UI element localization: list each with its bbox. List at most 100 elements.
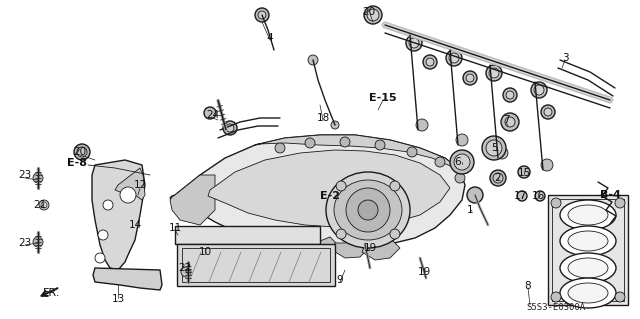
Ellipse shape (534, 85, 544, 95)
Text: S5S3-E0300A: S5S3-E0300A (527, 303, 586, 313)
Polygon shape (362, 238, 400, 260)
Text: 14: 14 (129, 220, 141, 230)
Ellipse shape (466, 74, 474, 82)
Ellipse shape (455, 173, 465, 183)
Text: 20: 20 (74, 147, 86, 157)
Ellipse shape (305, 138, 315, 148)
Ellipse shape (551, 292, 561, 302)
Bar (182, 248, 330, 282)
Ellipse shape (275, 143, 285, 153)
Ellipse shape (435, 157, 445, 167)
Ellipse shape (456, 134, 468, 146)
Ellipse shape (331, 121, 339, 129)
Text: 19: 19 (364, 243, 376, 253)
Text: 19: 19 (417, 267, 431, 277)
Ellipse shape (390, 229, 400, 239)
Ellipse shape (615, 292, 625, 302)
Text: 6: 6 (454, 157, 461, 167)
Text: 13: 13 (111, 294, 125, 304)
Text: 2: 2 (495, 173, 501, 183)
Ellipse shape (95, 253, 105, 263)
Text: FR.: FR. (44, 288, 61, 298)
Polygon shape (115, 168, 145, 200)
Ellipse shape (446, 50, 462, 66)
Bar (177, 244, 335, 286)
Ellipse shape (423, 55, 437, 69)
Text: B-4: B-4 (600, 190, 620, 200)
Bar (175, 226, 320, 244)
Polygon shape (92, 160, 145, 270)
Text: 18: 18 (316, 113, 330, 123)
Ellipse shape (506, 91, 514, 99)
Ellipse shape (204, 107, 216, 119)
Ellipse shape (541, 105, 555, 119)
Ellipse shape (501, 113, 519, 131)
Ellipse shape (416, 119, 428, 131)
Ellipse shape (503, 88, 517, 102)
Ellipse shape (493, 173, 503, 183)
Ellipse shape (258, 11, 266, 19)
Ellipse shape (454, 154, 470, 170)
Ellipse shape (531, 82, 547, 98)
Text: 23: 23 (19, 238, 31, 248)
Text: 1: 1 (467, 205, 474, 215)
Ellipse shape (489, 68, 499, 78)
Ellipse shape (551, 198, 561, 208)
Ellipse shape (255, 8, 269, 22)
Text: 4: 4 (267, 33, 273, 43)
Ellipse shape (517, 191, 527, 201)
Text: 9: 9 (337, 275, 343, 285)
Ellipse shape (39, 200, 49, 210)
Ellipse shape (449, 53, 459, 63)
Ellipse shape (568, 283, 608, 303)
Ellipse shape (33, 173, 43, 183)
Text: 15: 15 (517, 168, 531, 178)
Text: 8: 8 (525, 281, 531, 291)
Ellipse shape (336, 229, 346, 239)
Polygon shape (272, 238, 310, 260)
Ellipse shape (41, 202, 47, 208)
Ellipse shape (518, 166, 530, 178)
Text: 22: 22 (179, 263, 191, 273)
Ellipse shape (560, 200, 616, 230)
Ellipse shape (560, 253, 616, 283)
Polygon shape (302, 237, 340, 258)
Text: 17: 17 (513, 191, 527, 201)
Polygon shape (208, 150, 450, 227)
Ellipse shape (568, 205, 608, 225)
Ellipse shape (367, 9, 379, 21)
Text: 24: 24 (206, 110, 220, 120)
Ellipse shape (568, 258, 608, 278)
Ellipse shape (77, 147, 87, 157)
Ellipse shape (223, 121, 237, 135)
Polygon shape (93, 268, 162, 290)
Ellipse shape (406, 35, 422, 51)
Ellipse shape (535, 191, 545, 201)
Text: 3: 3 (562, 53, 568, 63)
Ellipse shape (33, 237, 43, 247)
Ellipse shape (467, 187, 483, 203)
Ellipse shape (615, 198, 625, 208)
Ellipse shape (375, 140, 385, 150)
Polygon shape (170, 135, 465, 250)
Ellipse shape (426, 58, 434, 66)
Ellipse shape (340, 137, 350, 147)
Text: 7: 7 (502, 115, 509, 125)
Text: 21: 21 (33, 200, 47, 210)
Ellipse shape (346, 188, 390, 232)
Text: E-15: E-15 (369, 93, 397, 103)
Ellipse shape (568, 231, 608, 251)
Ellipse shape (98, 230, 108, 240)
Ellipse shape (358, 200, 378, 220)
Ellipse shape (181, 267, 191, 277)
Text: 23: 23 (19, 170, 31, 180)
Text: 16: 16 (531, 191, 545, 201)
Ellipse shape (364, 6, 382, 24)
Bar (552, 199, 624, 301)
Polygon shape (255, 135, 460, 170)
Ellipse shape (486, 140, 502, 156)
Ellipse shape (334, 180, 402, 240)
Ellipse shape (407, 147, 417, 157)
Ellipse shape (496, 147, 508, 159)
Ellipse shape (560, 278, 616, 308)
